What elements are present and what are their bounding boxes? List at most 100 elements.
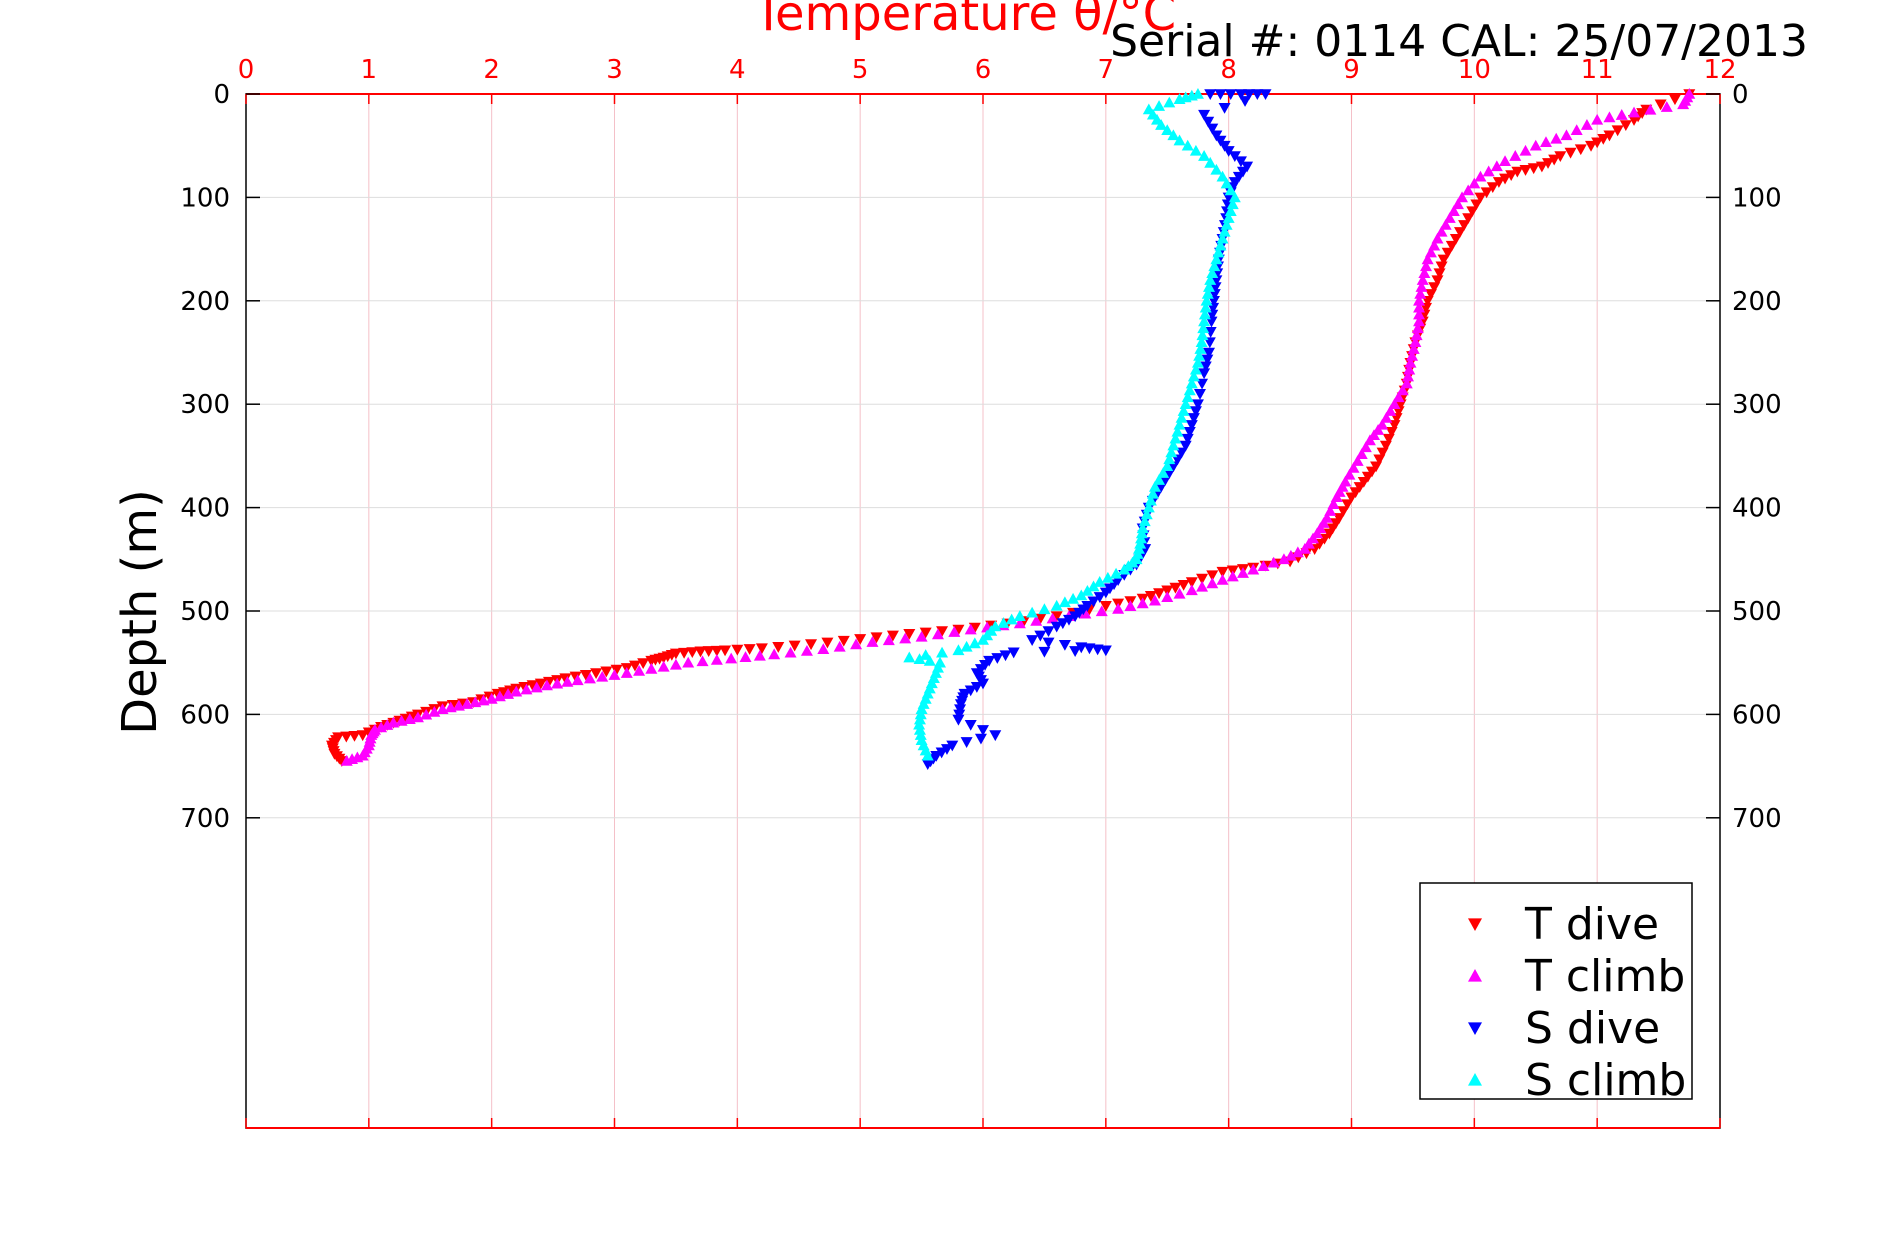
data-point <box>1153 100 1166 111</box>
data-point <box>1079 607 1092 619</box>
data-point <box>1140 508 1153 520</box>
data-point <box>837 635 850 647</box>
data-point <box>1259 89 1272 100</box>
data-point <box>1284 549 1297 561</box>
data-point <box>1198 315 1211 327</box>
data-point <box>583 672 596 684</box>
data-point <box>1200 294 1213 306</box>
data-point <box>772 642 785 653</box>
data-point <box>1257 560 1270 571</box>
data-point <box>1224 184 1237 196</box>
y-tick-label-left: 300 <box>180 390 230 420</box>
data-point <box>1173 134 1186 146</box>
data-point <box>1458 220 1471 231</box>
data-point <box>1144 494 1157 506</box>
data-point <box>948 626 961 637</box>
data-point <box>1449 233 1462 245</box>
data-point <box>1519 144 1532 156</box>
data-point <box>1203 347 1216 359</box>
data-point <box>1196 573 1209 585</box>
data-point <box>710 653 723 665</box>
data-point <box>1196 580 1209 592</box>
data-point <box>1197 322 1210 334</box>
data-point <box>1480 187 1493 199</box>
data-point <box>1224 89 1237 100</box>
data-point <box>903 651 916 663</box>
data-point <box>964 623 977 635</box>
data-point <box>1392 391 1405 403</box>
data-point <box>1409 336 1422 347</box>
data-point <box>1499 173 1512 185</box>
data-point <box>1138 515 1151 527</box>
data-point <box>1177 580 1190 591</box>
x-tick-label: 0 <box>238 55 255 85</box>
data-point <box>989 620 1002 632</box>
data-point <box>1169 432 1182 444</box>
data-point <box>1385 426 1398 438</box>
x-tick-label: 5 <box>852 55 869 85</box>
data-point <box>1474 192 1487 204</box>
data-point <box>686 647 699 659</box>
data-point <box>1191 399 1204 411</box>
data-point <box>1189 144 1202 156</box>
data-point <box>1424 246 1437 258</box>
x-tick-label: 7 <box>1098 55 1115 85</box>
data-point <box>1445 240 1458 252</box>
data-point <box>1243 89 1256 100</box>
data-point <box>1050 621 1063 633</box>
data-point <box>1239 96 1252 107</box>
data-point <box>1191 356 1204 368</box>
data-point <box>1110 567 1123 579</box>
data-point <box>1185 577 1198 589</box>
data-point <box>1187 370 1200 382</box>
data-point <box>608 669 621 680</box>
data-point <box>1376 447 1389 459</box>
data-point <box>420 708 433 720</box>
y-tick-label-left: 200 <box>180 287 230 317</box>
data-point <box>946 740 959 752</box>
y-axis-ticks: 0 0 100 100 200 200 300 300 400 400 500 500 600 600 70… <box>180 80 1781 834</box>
series-t-dive <box>325 89 1696 767</box>
data-point <box>1341 499 1354 511</box>
data-point <box>696 655 709 667</box>
data-point <box>919 627 932 639</box>
data-point <box>1462 184 1475 196</box>
data-point <box>1439 218 1452 230</box>
data-point <box>1153 588 1166 600</box>
data-point <box>1069 611 1082 623</box>
data-point <box>1224 205 1237 216</box>
data-point <box>1424 289 1437 300</box>
data-point <box>1355 448 1368 459</box>
legend-label: T climb <box>1524 951 1685 1002</box>
data-point <box>702 646 715 657</box>
data-point <box>520 683 533 695</box>
data-point <box>1379 440 1392 452</box>
data-point <box>899 632 912 644</box>
data-point <box>1136 597 1149 609</box>
data-point <box>1202 116 1215 128</box>
data-point <box>1251 89 1264 100</box>
data-point <box>633 664 646 676</box>
data-point <box>1099 601 1112 612</box>
data-point <box>1157 467 1170 478</box>
y-tick-label-right: 200 <box>1732 287 1782 317</box>
data-point <box>1550 132 1563 144</box>
data-point <box>923 654 936 666</box>
data-point <box>805 639 818 651</box>
data-point <box>931 628 944 640</box>
data-point <box>1644 103 1657 115</box>
data-point <box>682 656 695 668</box>
data-point <box>1277 553 1290 565</box>
data-point <box>1505 170 1518 181</box>
data-point <box>1413 315 1426 327</box>
data-point <box>1376 418 1389 430</box>
data-point <box>1454 227 1467 238</box>
data-point <box>1087 580 1100 592</box>
y-tick-label-right: 700 <box>1732 804 1782 834</box>
data-point <box>1183 426 1196 438</box>
data-point <box>1373 454 1386 466</box>
data-point <box>1013 617 1026 629</box>
data-point <box>571 674 584 686</box>
data-point <box>915 630 928 642</box>
data-point <box>1144 591 1157 602</box>
